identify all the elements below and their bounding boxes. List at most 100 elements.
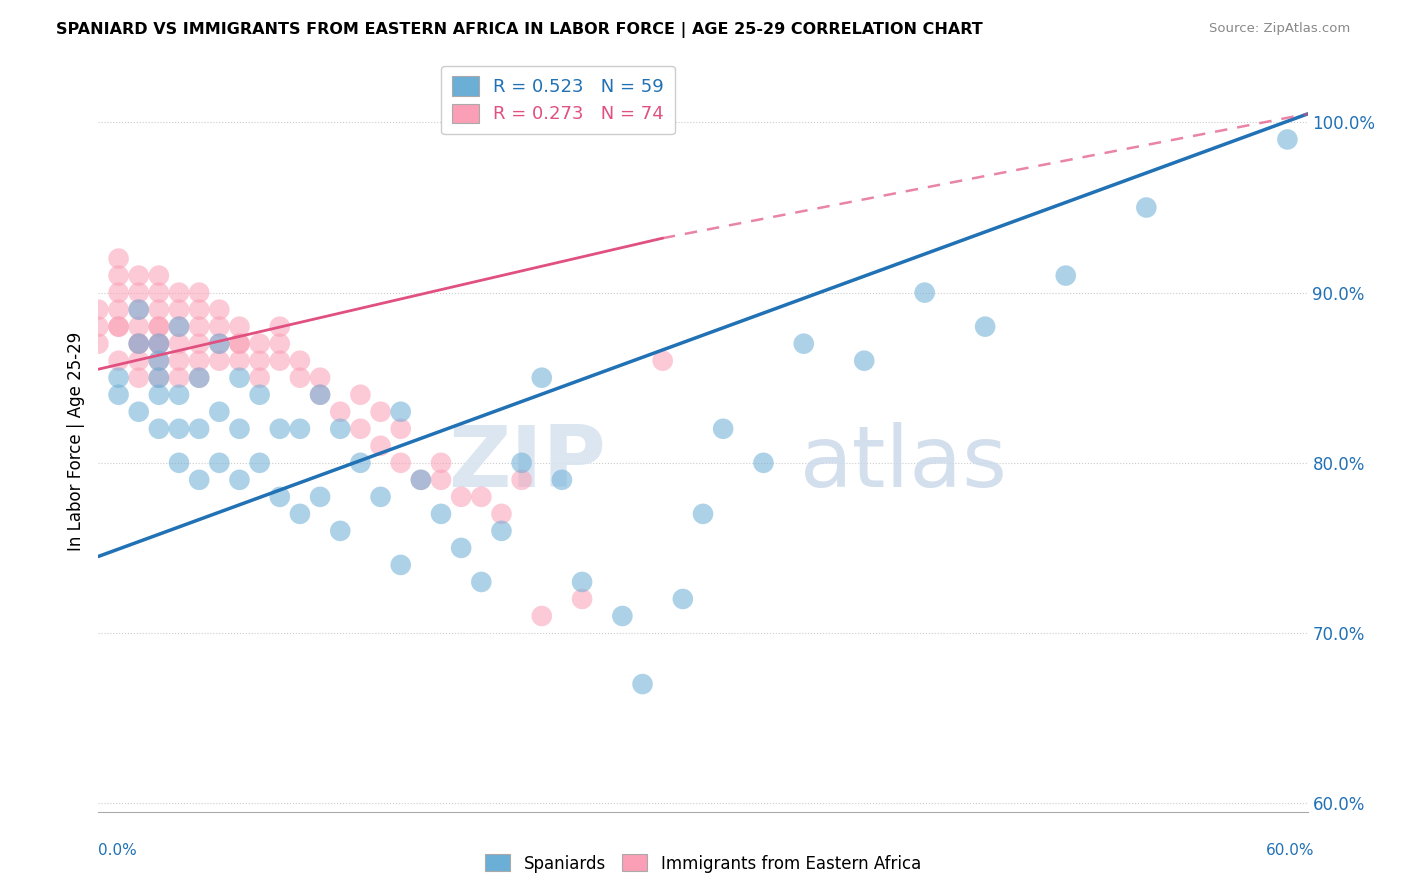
Point bbox=[148, 388, 170, 402]
Point bbox=[167, 422, 190, 436]
Point bbox=[551, 473, 574, 487]
Text: ZIP: ZIP bbox=[449, 422, 606, 505]
Point bbox=[107, 319, 129, 334]
Point bbox=[389, 422, 412, 436]
Point bbox=[389, 405, 412, 419]
Point bbox=[128, 336, 150, 351]
Point bbox=[167, 456, 190, 470]
Point bbox=[228, 336, 250, 351]
Point bbox=[128, 285, 150, 300]
Point bbox=[188, 422, 211, 436]
Point bbox=[389, 558, 412, 572]
Point bbox=[148, 336, 170, 351]
Text: 0.0%: 0.0% bbox=[98, 843, 138, 858]
Point bbox=[128, 302, 150, 317]
Point bbox=[228, 353, 250, 368]
Point bbox=[309, 370, 332, 384]
Point bbox=[188, 353, 211, 368]
Point bbox=[128, 302, 150, 317]
Point bbox=[309, 388, 332, 402]
Point bbox=[128, 405, 150, 419]
Point bbox=[349, 422, 371, 436]
Point bbox=[249, 456, 271, 470]
Point bbox=[430, 456, 453, 470]
Point bbox=[148, 285, 170, 300]
Point bbox=[1135, 201, 1157, 215]
Point bbox=[208, 336, 231, 351]
Point bbox=[188, 370, 211, 384]
Point bbox=[249, 370, 271, 384]
Point bbox=[510, 473, 533, 487]
Point bbox=[167, 388, 190, 402]
Point bbox=[672, 591, 695, 606]
Point bbox=[288, 422, 311, 436]
Point bbox=[651, 353, 673, 368]
Legend: R = 0.523   N = 59, R = 0.273   N = 74: R = 0.523 N = 59, R = 0.273 N = 74 bbox=[441, 66, 675, 135]
Point bbox=[167, 285, 190, 300]
Text: Source: ZipAtlas.com: Source: ZipAtlas.com bbox=[1209, 22, 1350, 36]
Point bbox=[1054, 268, 1077, 283]
Point bbox=[530, 370, 553, 384]
Point bbox=[148, 319, 170, 334]
Point bbox=[87, 319, 110, 334]
Point bbox=[612, 609, 634, 624]
Point bbox=[167, 319, 190, 334]
Point bbox=[228, 473, 250, 487]
Point bbox=[208, 405, 231, 419]
Point bbox=[87, 302, 110, 317]
Point bbox=[249, 388, 271, 402]
Text: atlas: atlas bbox=[800, 422, 1008, 505]
Point bbox=[249, 353, 271, 368]
Point bbox=[107, 319, 129, 334]
Point bbox=[752, 456, 775, 470]
Point bbox=[107, 252, 129, 266]
Point bbox=[128, 353, 150, 368]
Y-axis label: In Labor Force | Age 25-29: In Labor Force | Age 25-29 bbox=[66, 332, 84, 551]
Point bbox=[128, 336, 150, 351]
Point bbox=[107, 285, 129, 300]
Point bbox=[409, 473, 432, 487]
Point bbox=[148, 319, 170, 334]
Point bbox=[269, 490, 291, 504]
Point bbox=[228, 319, 250, 334]
Point bbox=[188, 285, 211, 300]
Point bbox=[370, 439, 392, 453]
Point bbox=[188, 370, 211, 384]
Point bbox=[793, 336, 815, 351]
Point bbox=[309, 490, 332, 504]
Point bbox=[148, 336, 170, 351]
Point bbox=[491, 507, 513, 521]
Legend: Spaniards, Immigrants from Eastern Africa: Spaniards, Immigrants from Eastern Afric… bbox=[478, 847, 928, 880]
Point bbox=[914, 285, 936, 300]
Point bbox=[128, 336, 150, 351]
Point bbox=[107, 268, 129, 283]
Point bbox=[128, 319, 150, 334]
Point bbox=[228, 336, 250, 351]
Point bbox=[188, 319, 211, 334]
Point bbox=[430, 507, 453, 521]
Point bbox=[228, 370, 250, 384]
Point bbox=[208, 302, 231, 317]
Point bbox=[228, 422, 250, 436]
Point bbox=[148, 302, 170, 317]
Point bbox=[208, 336, 231, 351]
Point bbox=[711, 422, 734, 436]
Point bbox=[269, 336, 291, 351]
Point bbox=[370, 490, 392, 504]
Point bbox=[571, 574, 593, 589]
Point bbox=[148, 268, 170, 283]
Point bbox=[188, 473, 211, 487]
Point bbox=[389, 456, 412, 470]
Text: SPANIARD VS IMMIGRANTS FROM EASTERN AFRICA IN LABOR FORCE | AGE 25-29 CORRELATIO: SPANIARD VS IMMIGRANTS FROM EASTERN AFRI… bbox=[56, 22, 983, 38]
Point bbox=[87, 336, 110, 351]
Point bbox=[470, 574, 492, 589]
Point bbox=[148, 370, 170, 384]
Point bbox=[107, 353, 129, 368]
Point bbox=[470, 490, 492, 504]
Point bbox=[148, 370, 170, 384]
Point bbox=[167, 302, 190, 317]
Point bbox=[188, 302, 211, 317]
Point bbox=[430, 473, 453, 487]
Point bbox=[148, 336, 170, 351]
Text: 60.0%: 60.0% bbox=[1267, 843, 1315, 858]
